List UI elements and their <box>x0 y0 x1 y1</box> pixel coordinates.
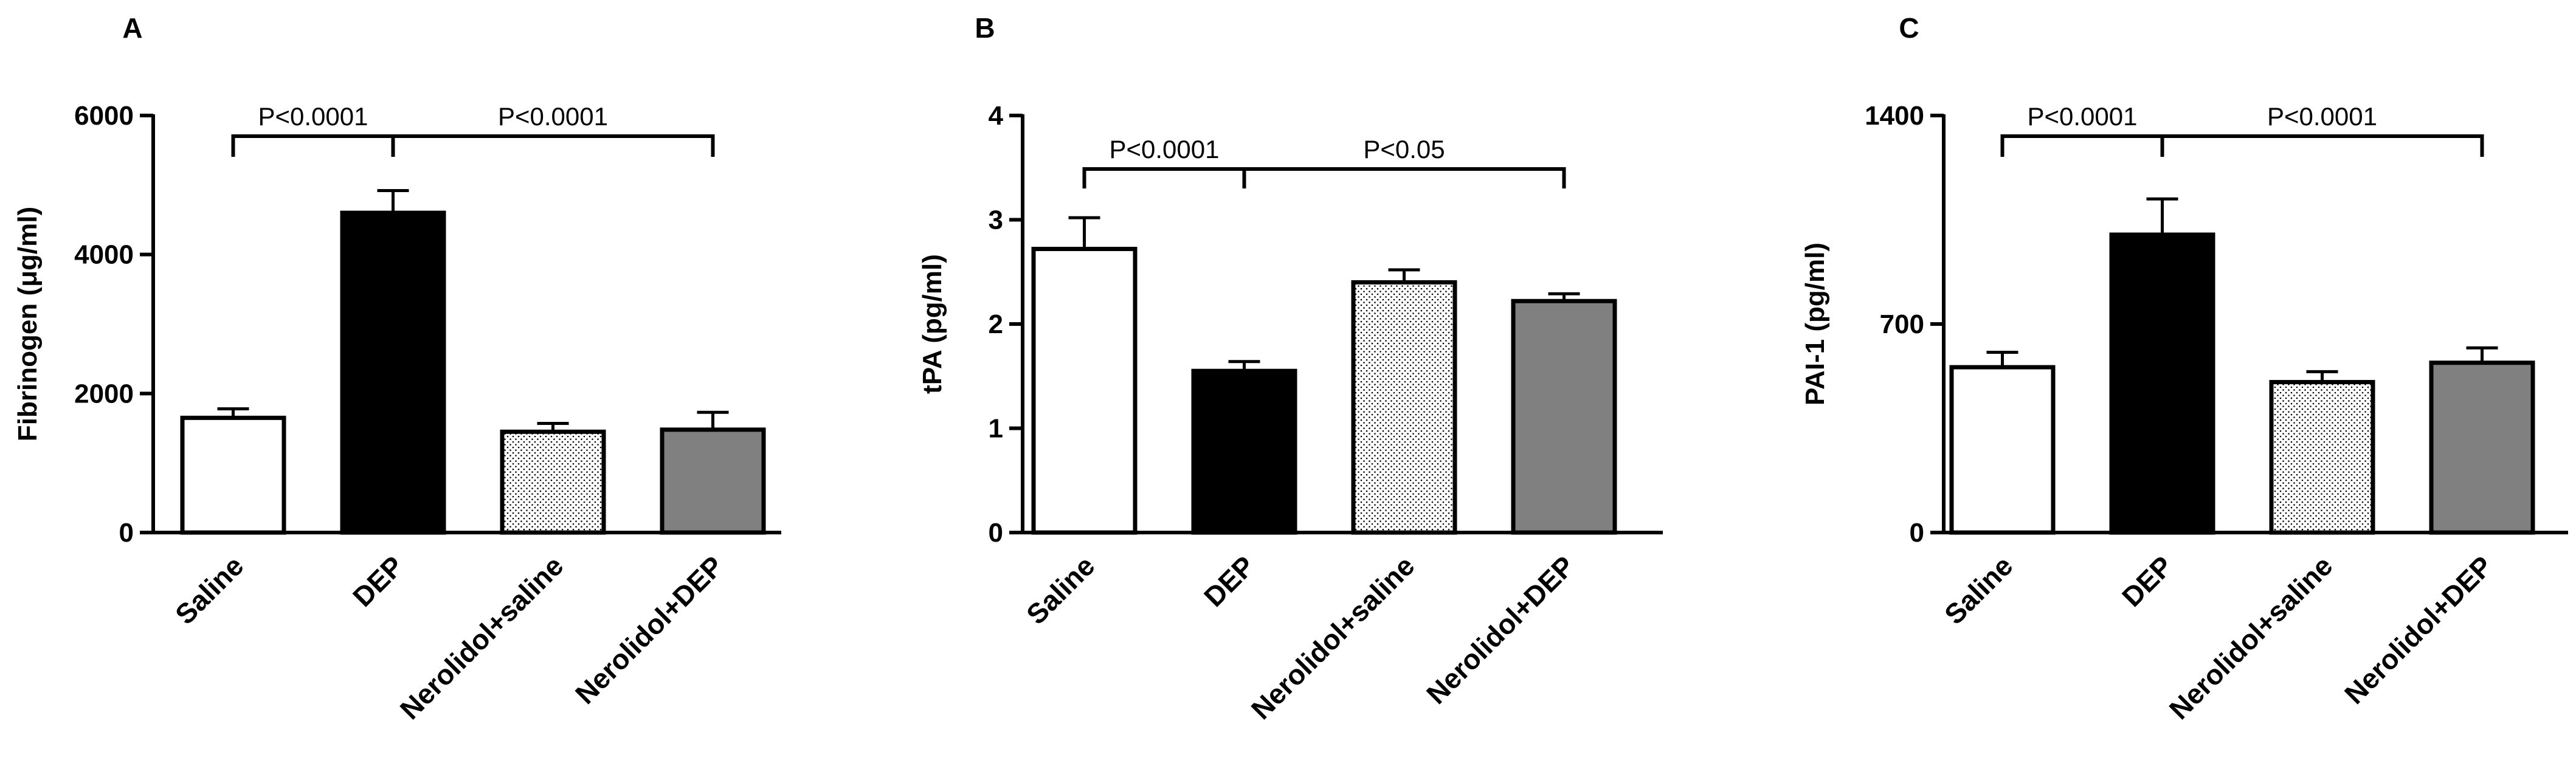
x-tick-label: Saline <box>169 550 250 630</box>
x-tick-label: Nerolidol+DEP <box>1420 550 1581 710</box>
significance-label: P<0.0001 <box>258 102 368 131</box>
significance-bracket <box>2000 134 2164 157</box>
y-tick-label: 0 <box>1910 518 1924 548</box>
y-tick-label: 6000 <box>74 101 134 131</box>
significance-label: P<0.0001 <box>2027 102 2137 131</box>
bar-dep <box>340 210 446 535</box>
bar-dep <box>1191 368 1297 535</box>
y-tick-label: 4000 <box>74 240 134 270</box>
y-tick-label: 1 <box>989 414 1003 444</box>
bar-nerolidol-saline <box>2269 380 2375 535</box>
x-tick-label: DEP <box>1198 550 1261 613</box>
y-axis-title: PAI-1 (pg/ml) <box>1800 243 1830 405</box>
panel-letter: A <box>122 12 142 44</box>
panel-letter: B <box>975 12 995 44</box>
y-axis-title: tPA (pg/ml) <box>917 254 947 394</box>
significance-bracket <box>2160 134 2484 157</box>
x-tick-label: DEP <box>347 550 410 613</box>
y-tick-label: 1400 <box>1865 101 1924 131</box>
bar-nerolidol-saline <box>500 429 606 535</box>
significance-label: P<0.05 <box>1363 135 1445 164</box>
significance-bracket <box>1082 167 1246 188</box>
significance-label: P<0.0001 <box>1109 135 1219 164</box>
panel-letter: C <box>1899 12 1919 44</box>
significance-bracket <box>1242 167 1566 188</box>
significance-label: P<0.0001 <box>2267 102 2377 131</box>
y-tick-label: 0 <box>989 518 1003 548</box>
bar-saline <box>180 415 286 535</box>
y-tick-label: 4 <box>989 101 1004 131</box>
y-tick-label: 0 <box>119 518 134 548</box>
y-tick-label: 3 <box>989 205 1003 235</box>
y-tick-label: 700 <box>1880 309 1924 339</box>
bar-nerolidol-dep <box>660 427 766 535</box>
x-tick-label: Nerolidol+saline <box>1245 550 1421 725</box>
y-tick-label: 2 <box>989 309 1003 339</box>
x-tick-label: Nerolidol+DEP <box>2338 550 2499 710</box>
y-axis-title: Fibrinogen (μg/ml) <box>13 207 43 441</box>
x-tick-label: Nerolidol+saline <box>394 550 570 725</box>
y-tick-label: 2000 <box>74 379 134 409</box>
bar-nerolidol-dep <box>1511 298 1617 535</box>
x-tick-label: Nerolidol+DEP <box>569 550 730 710</box>
x-tick-label: Saline <box>1938 550 2019 630</box>
chart-panel-a: A Fibrinogen (μg/ml) 0 2000 4000 6000 Saline DE… <box>13 12 781 725</box>
x-tick-label: DEP <box>2116 550 2179 613</box>
x-tick-label: Saline <box>1020 550 1101 630</box>
significance-bracket <box>391 134 715 157</box>
significance-label: P<0.0001 <box>498 102 608 131</box>
significance-bracket <box>231 134 395 157</box>
x-tick-label: Nerolidol+saline <box>2163 550 2339 725</box>
bar-saline <box>1949 365 2056 535</box>
bar-saline <box>1031 247 1138 535</box>
bar-nerolidol-dep <box>2429 360 2535 535</box>
bar-nerolidol-saline <box>1351 280 1457 535</box>
bar-dep <box>2109 232 2215 535</box>
